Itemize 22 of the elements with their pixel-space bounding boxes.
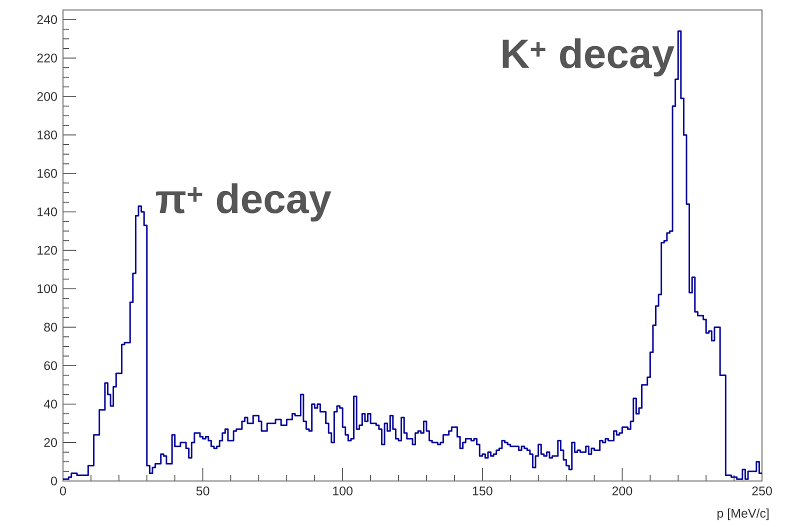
y-tick-label: 240	[37, 15, 57, 24]
x-tick-label: 200	[612, 486, 632, 496]
y-tick-label: 200	[37, 92, 57, 101]
y-tick-label: 60	[44, 361, 57, 370]
x-tick-label: 50	[196, 486, 210, 496]
y-tick-label: 180	[38, 130, 57, 140]
x-tick-label: 0	[60, 486, 66, 496]
y-tick-label: 100	[38, 284, 57, 294]
x-tick-label: 100	[333, 486, 353, 496]
x-tick-label: 150	[472, 486, 492, 496]
annotation: K$^{+}$ decay	[502, 38, 674, 76]
y-tick-label: 20	[44, 438, 57, 447]
y-tick-label: 0	[51, 476, 57, 486]
y-tick-label: 120	[38, 246, 57, 255]
annotation: π$^{+}$ decay	[156, 183, 332, 222]
y-tick-label: 160	[38, 168, 57, 178]
x-axis-title: p [MeV/c]	[718, 508, 769, 520]
y-tick-label: 80	[44, 322, 57, 332]
y-tick-label: 220	[37, 54, 57, 62]
y-tick-label: 140	[38, 207, 57, 216]
x-tick-label: 250	[752, 486, 772, 496]
y-tick-label: 40	[44, 400, 57, 409]
